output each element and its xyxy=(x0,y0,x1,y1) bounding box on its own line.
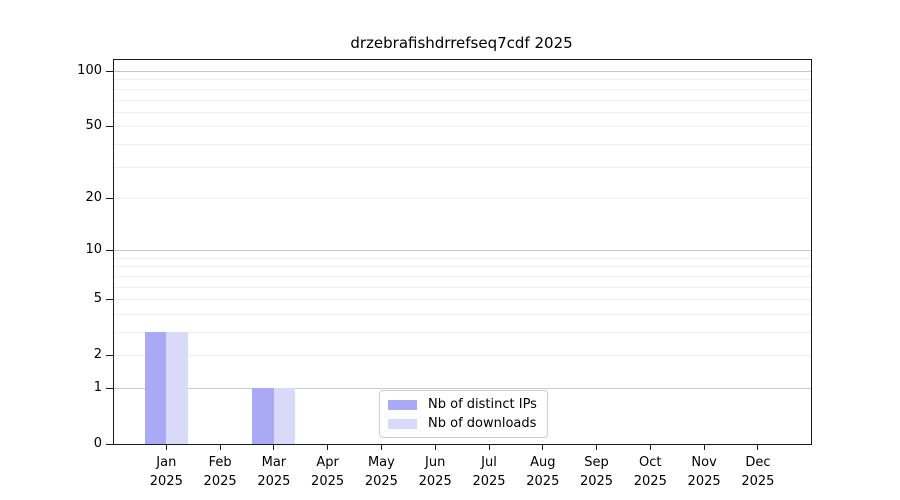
x-tick-year: 2025 xyxy=(526,474,560,489)
x-tick-year: 2025 xyxy=(311,474,345,489)
x-tick-month: Nov xyxy=(691,455,717,470)
y-tick-mark-1 xyxy=(106,388,113,389)
x-tick-mark-mar xyxy=(273,444,275,450)
gridline-minor-2 xyxy=(114,355,811,357)
gridline-minor-20 xyxy=(114,197,811,199)
gridline-minor-6 xyxy=(114,286,811,288)
x-tick-mark-aug xyxy=(542,444,544,450)
bar-jan-downloads xyxy=(166,332,188,444)
y-tick-label-20: 20 xyxy=(85,189,102,205)
bar-mar-distinct-ips xyxy=(252,388,274,444)
x-tick-year: 2025 xyxy=(472,474,506,489)
x-tick-label-jul: Jul 2025 xyxy=(457,453,521,491)
x-tick-mark-jan xyxy=(165,444,167,450)
gridline-major-1 xyxy=(114,388,811,389)
legend-swatch-downloads xyxy=(388,418,417,429)
x-tick-mark-jul xyxy=(488,444,490,450)
gridline-minor-90 xyxy=(114,79,811,81)
x-tick-year: 2025 xyxy=(633,474,667,489)
x-tick-label-jan: Jan 2025 xyxy=(134,453,198,491)
gridline-minor-3 xyxy=(114,332,811,333)
y-tick-mark-2 xyxy=(106,355,113,357)
bar-mar-downloads xyxy=(273,388,296,444)
gridline-minor-70 xyxy=(114,99,811,101)
gridline-minor-30 xyxy=(114,166,811,168)
gridline-minor-80 xyxy=(114,88,811,90)
x-tick-month: Apr xyxy=(316,455,339,470)
x-tick-month: Feb xyxy=(208,455,232,470)
y-tick-mark-5 xyxy=(106,299,113,301)
y-tick-label-1: 1 xyxy=(93,380,102,395)
x-tick-label-dec: Dec 2025 xyxy=(726,453,790,491)
gridline-minor-7 xyxy=(114,275,811,277)
gridline-minor-8 xyxy=(114,266,811,268)
x-tick-year: 2025 xyxy=(418,474,452,489)
x-tick-month: May xyxy=(367,455,395,470)
x-tick-month: Jun xyxy=(425,455,446,470)
gridline-major-100 xyxy=(114,71,811,72)
y-tick-label-100: 100 xyxy=(77,63,102,78)
y-tick-mark-50 xyxy=(106,126,113,128)
legend-swatch-distinct-ips xyxy=(388,399,417,410)
x-tick-label-sep: Sep 2025 xyxy=(565,453,629,491)
x-tick-mark-feb xyxy=(219,444,221,450)
y-tick-mark-10 xyxy=(106,250,113,252)
plot-area: 0 1 2 5 10 20 50 100 Jan 2025 Feb 2025 Mar 2025 Apr 20… xyxy=(77,59,812,489)
x-tick-label-mar: Mar 2025 xyxy=(242,453,306,491)
y-tick-label-5: 5 xyxy=(93,291,102,307)
x-tick-label-nov: Nov 2025 xyxy=(672,453,736,491)
y-tick-label-10: 10 xyxy=(85,242,102,258)
gridline-minor-9 xyxy=(114,257,811,259)
x-tick-label-aug: Aug 2025 xyxy=(511,453,575,491)
x-tick-mark-dec xyxy=(757,444,759,450)
x-tick-year: 2025 xyxy=(741,474,775,489)
legend-label-downloads: Nb of downloads xyxy=(428,416,537,431)
x-tick-month: Sep xyxy=(584,455,609,470)
x-tick-year: 2025 xyxy=(687,474,721,489)
legend-item-downloads: Nb of downloads xyxy=(388,416,537,431)
chart-title: drzebrafishdrrefseq7cdf 2025 xyxy=(350,34,573,52)
x-tick-month: Dec xyxy=(745,455,771,470)
x-tick-mark-nov xyxy=(703,444,705,450)
x-tick-mark-oct xyxy=(649,444,651,450)
y-tick-label-0: 0 xyxy=(93,436,102,451)
gridline-major-10 xyxy=(114,250,811,252)
x-tick-mark-sep xyxy=(596,444,597,450)
x-tick-mark-jun xyxy=(434,444,436,450)
x-tick-year: 2025 xyxy=(149,474,183,489)
x-tick-label-oct: Oct 2025 xyxy=(618,453,682,491)
y-tick-label-50: 50 xyxy=(85,118,102,134)
legend-item-distinct-ips: Nb of distinct IPs xyxy=(388,397,537,412)
x-tick-year: 2025 xyxy=(364,474,398,489)
gridline-minor-5 xyxy=(114,299,811,301)
x-tick-label-may: May 2025 xyxy=(349,453,413,491)
x-tick-month: Jul xyxy=(481,455,497,470)
x-tick-year: 2025 xyxy=(203,474,237,489)
y-tick-mark-20 xyxy=(106,197,113,199)
x-tick-month: Aug xyxy=(530,455,556,470)
y-tick-label-2: 2 xyxy=(93,347,102,363)
x-tick-mark-may xyxy=(380,444,382,450)
legend: Nb of distinct IPs Nb of downloads xyxy=(379,390,548,438)
x-tick-label-jun: Jun 2025 xyxy=(403,453,467,491)
bar-jan-distinct-ips xyxy=(144,332,167,444)
x-tick-month: Mar xyxy=(261,455,287,470)
y-tick-mark-100 xyxy=(106,71,113,72)
x-tick-year: 2025 xyxy=(579,474,614,489)
legend-label-distinct-ips: Nb of distinct IPs xyxy=(428,397,537,412)
gridline-minor-50 xyxy=(114,126,811,128)
x-tick-month: Oct xyxy=(639,455,662,470)
gridline-minor-40 xyxy=(114,143,811,145)
x-tick-month: Jan xyxy=(156,455,177,470)
x-tick-label-apr: Apr 2025 xyxy=(296,453,360,491)
y-tick-mark-0 xyxy=(106,444,113,445)
gridline-minor-4 xyxy=(114,313,811,315)
x-tick-year: 2025 xyxy=(257,474,291,489)
gridline-minor-60 xyxy=(114,111,811,113)
x-tick-label-feb: Feb 2025 xyxy=(188,453,252,491)
x-tick-mark-apr xyxy=(327,444,329,450)
